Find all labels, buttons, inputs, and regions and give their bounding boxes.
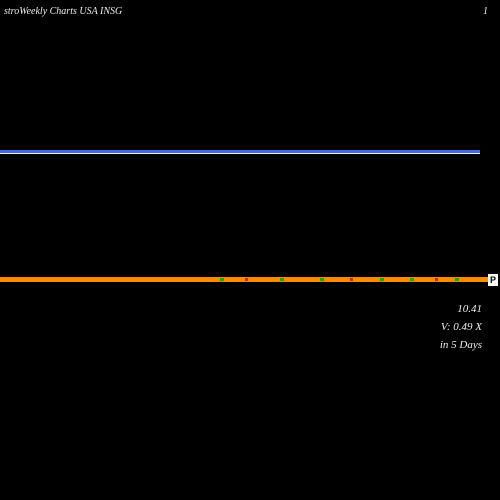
volume-value: V: 0.49 X <box>440 318 482 336</box>
secondary-line <box>0 153 480 154</box>
candle-markers <box>200 278 480 281</box>
page-number: 1 <box>483 6 488 17</box>
price-chart: P <box>0 20 500 500</box>
price-marker: P <box>488 274 498 286</box>
period-value: in 5 Days <box>440 336 482 354</box>
chart-title: stroWeekly Charts USA INSG <box>4 6 122 17</box>
stats-panel: 10.41 V: 0.49 X in 5 Days <box>440 300 482 354</box>
price-value: 10.41 <box>440 300 482 318</box>
